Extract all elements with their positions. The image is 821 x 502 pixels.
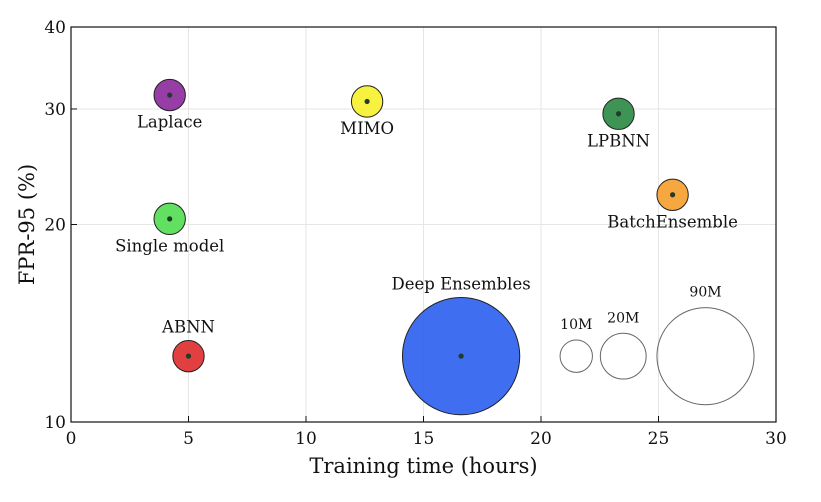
x-axis-label: Training time (hours): [309, 454, 537, 478]
x-tick-label: 10: [295, 429, 317, 449]
bubble-center-dot: [615, 111, 622, 117]
bubble-center-dot: [167, 216, 173, 222]
size-legend-item: 20M: [599, 310, 647, 380]
x-tick-label: 20: [530, 429, 552, 449]
size-legend-circle: [656, 307, 755, 406]
size-legend-item: 10M: [559, 317, 593, 373]
y-tick-label: 10: [44, 413, 66, 433]
x-tick-label: 30: [765, 429, 787, 449]
bubble-label: MIMO: [340, 119, 394, 138]
bubble-laplace: Laplace: [137, 78, 202, 132]
bubble-mimo: MIMO: [340, 85, 394, 138]
bubble-deep-ensembles: Deep Ensembles: [392, 274, 531, 416]
size-legend: 10M 20M 90M: [559, 285, 755, 406]
y-axis-label: FPR-95 (%): [15, 164, 39, 285]
x-tick-label: 5: [183, 429, 194, 449]
bubble-label: BatchEnsemble: [607, 212, 738, 231]
bubble-abnn: ABNN: [161, 317, 215, 373]
bubble-center-dot: [458, 353, 464, 359]
bubble-center-dot: [185, 353, 192, 359]
size-legend-label: 90M: [689, 285, 721, 301]
bubble-center-dot: [364, 98, 370, 105]
size-legend-item: 90M: [656, 285, 755, 406]
bubble-label: LPBNN: [587, 131, 650, 150]
bubble-label: Deep Ensembles: [392, 274, 531, 293]
bubble-center-dot: [167, 92, 173, 98]
bubble-lpbnn: LPBNN: [587, 97, 650, 150]
bubble-batchensemble: BatchEnsemble: [607, 178, 738, 231]
bubble-single-model: Single model: [115, 202, 224, 256]
x-tick-label: 15: [413, 429, 435, 449]
size-legend-label: 10M: [560, 317, 592, 333]
bubble-label: Laplace: [137, 113, 202, 132]
size-legend-circle: [559, 339, 593, 373]
size-legend-circle: [599, 332, 647, 380]
axis-ticks: 0 5 10 15 20 25 30 10 20 30 40: [44, 18, 786, 449]
bubble-center-dot: [670, 192, 676, 198]
x-tick-label: 0: [66, 429, 77, 449]
bubble-label: Single model: [115, 237, 224, 256]
x-tick-label: 25: [648, 429, 670, 449]
y-tick-label: 40: [44, 18, 66, 38]
y-tick-label: 20: [44, 216, 66, 236]
size-legend-label: 20M: [607, 310, 639, 326]
bubbles: Laplace MIMO LPBNN Single model BatchEnsembl…: [115, 78, 738, 416]
y-tick-label: 30: [44, 100, 66, 120]
bubble-label: ABNN: [161, 317, 215, 336]
